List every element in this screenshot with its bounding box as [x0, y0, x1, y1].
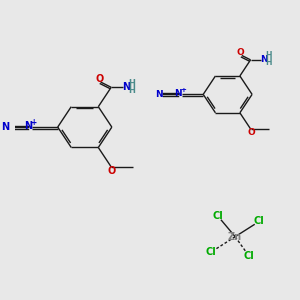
- Text: O: O: [95, 74, 104, 84]
- Text: Cl: Cl: [212, 211, 223, 221]
- Text: N: N: [155, 90, 163, 99]
- Text: O: O: [248, 128, 255, 137]
- Text: Zn: Zn: [228, 232, 242, 242]
- Text: H: H: [265, 52, 272, 61]
- Text: N: N: [24, 121, 32, 131]
- Text: N: N: [260, 55, 267, 64]
- Text: Cl: Cl: [206, 247, 216, 257]
- Text: H: H: [128, 79, 135, 88]
- Text: O: O: [237, 48, 244, 57]
- Text: N: N: [175, 89, 182, 98]
- Text: +: +: [180, 87, 186, 93]
- Text: H: H: [265, 58, 272, 68]
- Text: N: N: [122, 82, 130, 92]
- Text: Cl: Cl: [254, 216, 265, 226]
- Text: O: O: [108, 166, 116, 176]
- Text: H: H: [128, 86, 135, 95]
- Text: Cl: Cl: [243, 250, 254, 261]
- Text: N: N: [1, 122, 9, 132]
- Text: +: +: [30, 118, 37, 127]
